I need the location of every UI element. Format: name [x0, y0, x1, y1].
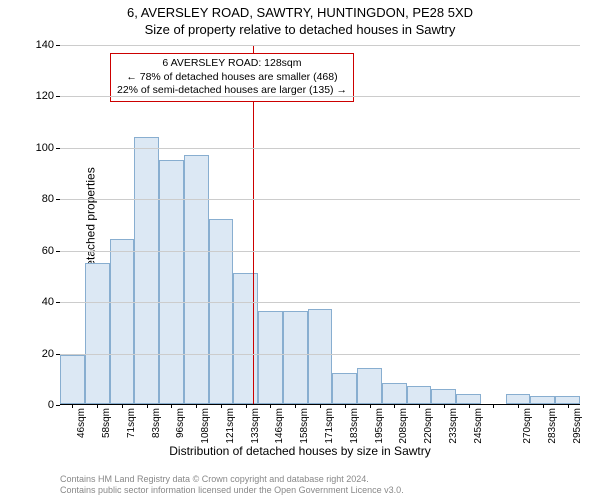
annotation-line2: ← 78% of detached houses are smaller (46…	[117, 71, 347, 85]
bar	[530, 396, 555, 404]
x-tick	[295, 404, 296, 408]
bar	[134, 137, 159, 404]
x-tick-label: 283sqm	[547, 408, 558, 444]
y-tick	[56, 148, 60, 149]
x-tick-label: 83sqm	[151, 408, 162, 438]
x-tick	[394, 404, 395, 408]
x-tick-label: 295sqm	[572, 408, 583, 444]
x-tick-label: 108sqm	[200, 408, 211, 444]
x-tick-label: 171sqm	[324, 408, 335, 444]
x-tick	[518, 404, 519, 408]
x-tick	[419, 404, 420, 408]
x-tick	[444, 404, 445, 408]
grid-line	[60, 148, 580, 149]
bar	[110, 239, 135, 404]
grid-line	[60, 354, 580, 355]
x-tick-label: 58sqm	[101, 408, 112, 438]
x-tick	[122, 404, 123, 408]
bar	[283, 311, 308, 404]
y-tick-label: 120	[36, 90, 54, 102]
x-tick-label: 121sqm	[225, 408, 236, 444]
y-tick-label: 140	[36, 39, 54, 51]
x-tick	[147, 404, 148, 408]
bar	[431, 389, 456, 404]
chart-title-main: 6, AVERSLEY ROAD, SAWTRY, HUNTINGDON, PE…	[0, 5, 600, 20]
x-tick	[196, 404, 197, 408]
x-tick-label: 71sqm	[126, 408, 137, 438]
x-tick	[320, 404, 321, 408]
x-tick	[97, 404, 98, 408]
annotation-box: 6 AVERSLEY ROAD: 128sqm ← 78% of detache…	[110, 53, 354, 102]
x-tick	[543, 404, 544, 408]
bar	[85, 263, 110, 404]
bar	[506, 394, 531, 404]
x-tick	[345, 404, 346, 408]
y-tick	[56, 45, 60, 46]
x-tick-label: 146sqm	[274, 408, 285, 444]
y-tick	[56, 405, 60, 406]
bar	[456, 394, 481, 404]
y-tick	[56, 302, 60, 303]
bar	[357, 368, 382, 404]
y-tick-label: 40	[42, 296, 54, 308]
bar	[332, 373, 357, 404]
bar	[159, 160, 184, 404]
footer-line1: Contains HM Land Registry data © Crown c…	[60, 474, 404, 485]
bar	[555, 396, 580, 404]
x-tick-label: 270sqm	[522, 408, 533, 444]
plot-area: 6 AVERSLEY ROAD: 128sqm ← 78% of detache…	[60, 45, 580, 405]
x-tick-label: 96sqm	[175, 408, 186, 438]
x-tick	[469, 404, 470, 408]
footer-line2: Contains public sector information licen…	[60, 485, 404, 496]
x-tick-label: 133sqm	[250, 408, 261, 444]
y-tick-label: 100	[36, 142, 54, 154]
y-tick	[56, 354, 60, 355]
bar	[308, 309, 333, 404]
x-tick	[72, 404, 73, 408]
annotation-line1: 6 AVERSLEY ROAD: 128sqm	[117, 57, 347, 71]
chart-container: 6, AVERSLEY ROAD, SAWTRY, HUNTINGDON, PE…	[0, 0, 600, 500]
bar	[258, 311, 283, 404]
bar	[407, 386, 432, 404]
bar	[184, 155, 209, 404]
grid-line	[60, 45, 580, 46]
y-tick	[56, 199, 60, 200]
y-tick-label: 20	[42, 348, 54, 360]
x-tick-label: 208sqm	[398, 408, 409, 444]
x-tick	[370, 404, 371, 408]
x-tick	[568, 404, 569, 408]
x-tick	[270, 404, 271, 408]
bar	[60, 355, 85, 404]
x-tick	[493, 404, 494, 408]
y-tick-label: 60	[42, 245, 54, 257]
bar	[382, 383, 407, 404]
x-tick	[171, 404, 172, 408]
grid-line	[60, 199, 580, 200]
x-tick-label: 220sqm	[423, 408, 434, 444]
x-tick-label: 183sqm	[349, 408, 360, 444]
footer: Contains HM Land Registry data © Crown c…	[60, 474, 404, 497]
x-tick-label: 245sqm	[473, 408, 484, 444]
y-tick	[56, 96, 60, 97]
bar	[209, 219, 234, 404]
x-axis-label: Distribution of detached houses by size …	[0, 444, 600, 458]
grid-line	[60, 302, 580, 303]
y-tick-label: 0	[48, 399, 54, 411]
x-tick-label: 233sqm	[448, 408, 459, 444]
grid-line	[60, 96, 580, 97]
x-tick-label: 158sqm	[299, 408, 310, 444]
chart-title-sub: Size of property relative to detached ho…	[0, 22, 600, 37]
x-tick-label: 195sqm	[374, 408, 385, 444]
grid-line	[60, 251, 580, 252]
y-tick-label: 80	[42, 193, 54, 205]
x-tick	[246, 404, 247, 408]
x-tick-label: 46sqm	[76, 408, 87, 438]
y-tick	[56, 251, 60, 252]
x-tick	[221, 404, 222, 408]
